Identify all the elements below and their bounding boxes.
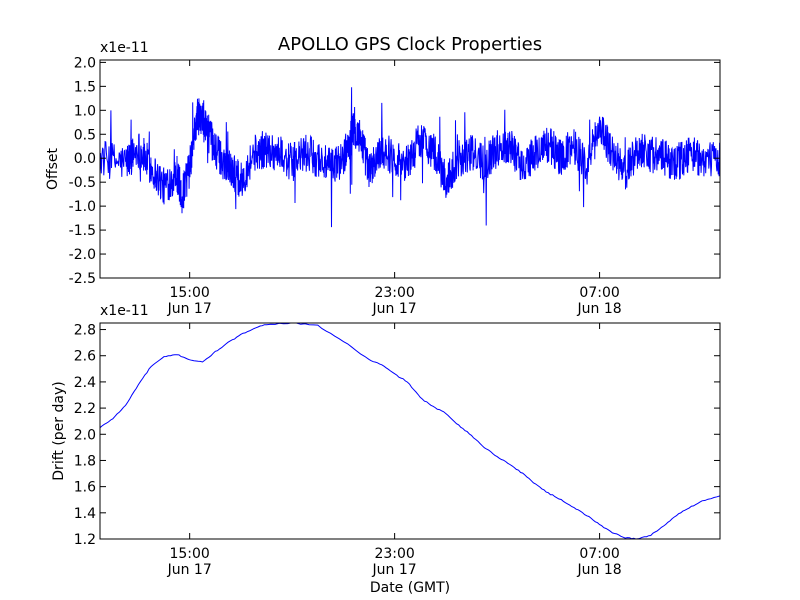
y-tick-label: -2.0 (69, 247, 96, 263)
x-tick-label-time: 07:00 (579, 285, 619, 301)
x-tick-label-date: Jun 17 (372, 301, 417, 317)
y-tick-label: 2.0 (74, 427, 96, 443)
plot-frame (99, 59, 721, 279)
x-tick-label-date: Jun 18 (577, 562, 622, 578)
y-tick-label: -1.5 (69, 223, 96, 239)
x-tick-label-time: 07:00 (579, 546, 619, 562)
series-line-0 (100, 323, 720, 539)
y-tick-label: 1.6 (74, 480, 96, 496)
y-tick-label: -1.0 (69, 199, 96, 215)
y-tick-label: 1.5 (74, 79, 96, 95)
plot-frame (99, 322, 721, 540)
axis-scale-label: x1e-11 (100, 40, 149, 56)
y-tick-label: 1.8 (74, 453, 96, 469)
y-tick-label: 2.8 (74, 323, 96, 339)
x-tick-label-time: 15:00 (169, 285, 209, 301)
offset-panel: 2.0 1.5 1.0 0.5 0.0 -0.5 -1.0 -1.5 -2.0 -2.5 15:00… (45, 40, 721, 317)
x-tick-label-date: Jun 18 (577, 301, 622, 317)
y-tick-label: 2.4 (74, 375, 96, 391)
y-tick-label: 1.2 (74, 532, 96, 548)
y-tick-label: 0.0 (74, 151, 96, 167)
y-tick-label: 2.0 (74, 55, 96, 71)
y-tick-label: -0.5 (69, 175, 96, 191)
y-tick-label: 2.2 (74, 401, 96, 417)
x-tick-label-date: Jun 17 (167, 301, 212, 317)
y-axis-label: Drift (per day) (51, 381, 67, 480)
x-tick-label-date: Jun 17 (372, 562, 417, 578)
y-tick-label: -2.5 (69, 271, 96, 287)
y-tick-label: 1.4 (74, 506, 96, 522)
x-tick-label-date: Jun 17 (167, 562, 212, 578)
y-tick-label: 2.6 (74, 349, 96, 365)
y-axis-label: Offset (45, 147, 61, 190)
x-tick-label-time: 23:00 (374, 546, 414, 562)
y-tick-label: 1.0 (74, 103, 96, 119)
x-axis-label: Date (GMT) (370, 580, 450, 596)
x-tick-label-time: 23:00 (374, 285, 414, 301)
series-line-0 (100, 87, 720, 228)
chart-title: APOLLO GPS Clock Properties (278, 34, 542, 55)
axis-scale-label: x1e-11 (100, 303, 149, 319)
y-tick-label: 0.5 (74, 127, 96, 143)
x-tick-label-time: 15:00 (169, 546, 209, 562)
